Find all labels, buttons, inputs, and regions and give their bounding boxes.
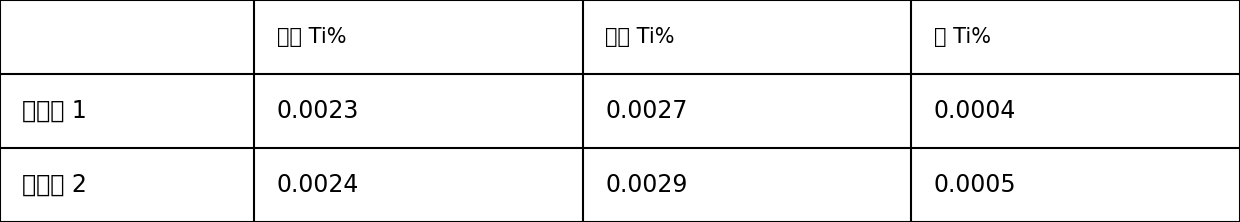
Text: 中包 Ti%: 中包 Ti% xyxy=(605,27,675,47)
Text: 钒包 Ti%: 钒包 Ti% xyxy=(277,27,346,47)
Text: 实施例 1: 实施例 1 xyxy=(22,99,87,123)
Text: 0.0005: 0.0005 xyxy=(934,173,1017,197)
Text: 0.0027: 0.0027 xyxy=(605,99,687,123)
Text: 0.0004: 0.0004 xyxy=(934,99,1016,123)
Text: 增 Ti%: 增 Ti% xyxy=(934,27,991,47)
Text: 实施例 2: 实施例 2 xyxy=(22,173,87,197)
Text: 0.0029: 0.0029 xyxy=(605,173,687,197)
Text: 0.0023: 0.0023 xyxy=(277,99,358,123)
Text: 0.0024: 0.0024 xyxy=(277,173,358,197)
